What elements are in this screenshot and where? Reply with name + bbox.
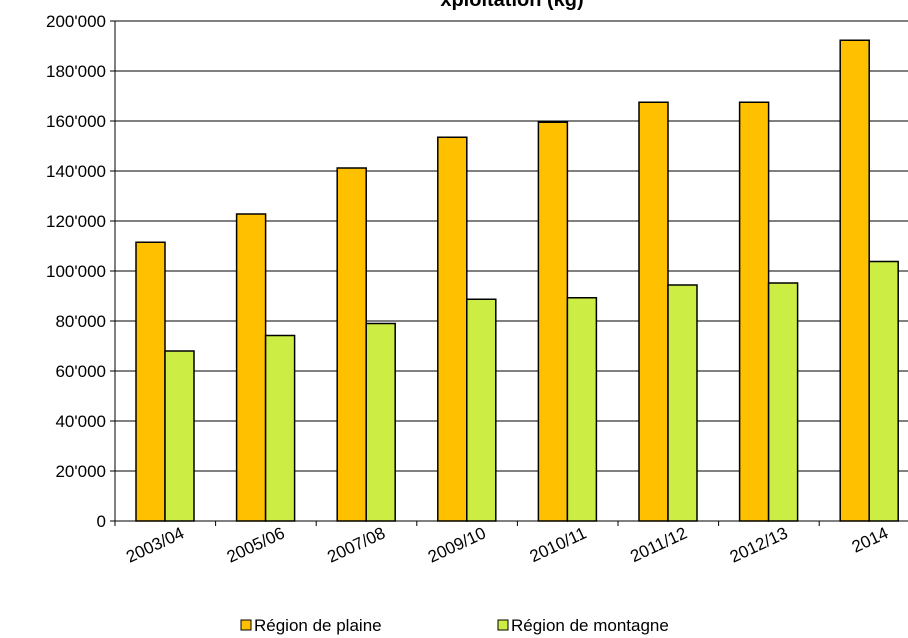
- bar-montagne: [767, 282, 799, 522]
- y-tick-label: 160'000: [46, 112, 106, 131]
- y-tick-label: 0: [97, 512, 106, 531]
- y-tick-label: 40'000: [55, 412, 106, 431]
- x-tick-label: 2011/12: [627, 523, 690, 566]
- y-tick-label: 60'000: [55, 362, 106, 381]
- x-axis-ticks: 2003/04 2005/06 2007/08 2009/10 2010/11 2011/…: [114, 521, 891, 567]
- bar-montagne: [264, 334, 296, 522]
- bar-montagne: [466, 298, 497, 522]
- y-tick-label: 100'000: [46, 262, 106, 281]
- bar-plaine: [437, 136, 468, 522]
- x-tick-label: 2012/13: [727, 523, 791, 566]
- x-tick-label: 2010/11: [527, 523, 590, 566]
- y-tick-label: 140'000: [46, 162, 106, 181]
- bar-plaine: [336, 167, 367, 522]
- bar-plaine: [839, 39, 870, 522]
- legend-swatch-montagne: [497, 619, 509, 631]
- y-tick-label: 120'000: [46, 212, 106, 231]
- bar-plaine: [235, 213, 267, 522]
- legend: Région de plaine Région de montagne: [240, 616, 669, 635]
- bar-montagne: [566, 297, 598, 522]
- x-tick-label: 2014: [849, 523, 891, 556]
- y-tick-label: 180'000: [46, 62, 106, 81]
- y-tick-label: 80'000: [55, 312, 106, 331]
- x-tick-label: 2009/10: [425, 523, 489, 566]
- x-tick-label: 2003/04: [123, 523, 187, 566]
- y-tick-label: 20'000: [55, 462, 106, 481]
- legend-label-montagne: Région de montagne: [511, 616, 669, 635]
- bar-montagne: [667, 284, 698, 522]
- bar-plaine: [738, 101, 770, 522]
- bar-plaine: [638, 101, 669, 522]
- x-tick-label: 2007/08: [324, 523, 388, 566]
- bar-plaine: [537, 121, 569, 522]
- bar-montagne: [868, 260, 899, 522]
- bar-plaine: [135, 241, 166, 522]
- bar-montagne: [365, 322, 396, 522]
- legend-swatch-plaine: [240, 619, 252, 631]
- bars: [135, 39, 899, 522]
- x-tick-label: 2005/06: [224, 523, 288, 566]
- y-axis-ticks: 0 20'000 40'000 60'000 80'000 100'000 120'000 1…: [46, 12, 115, 531]
- chart-title: xploitation (kg): [440, 0, 583, 11]
- legend-label-plaine: Région de plaine: [254, 616, 382, 635]
- y-tick-label: 200'000: [46, 12, 106, 31]
- bar-montagne: [164, 350, 195, 522]
